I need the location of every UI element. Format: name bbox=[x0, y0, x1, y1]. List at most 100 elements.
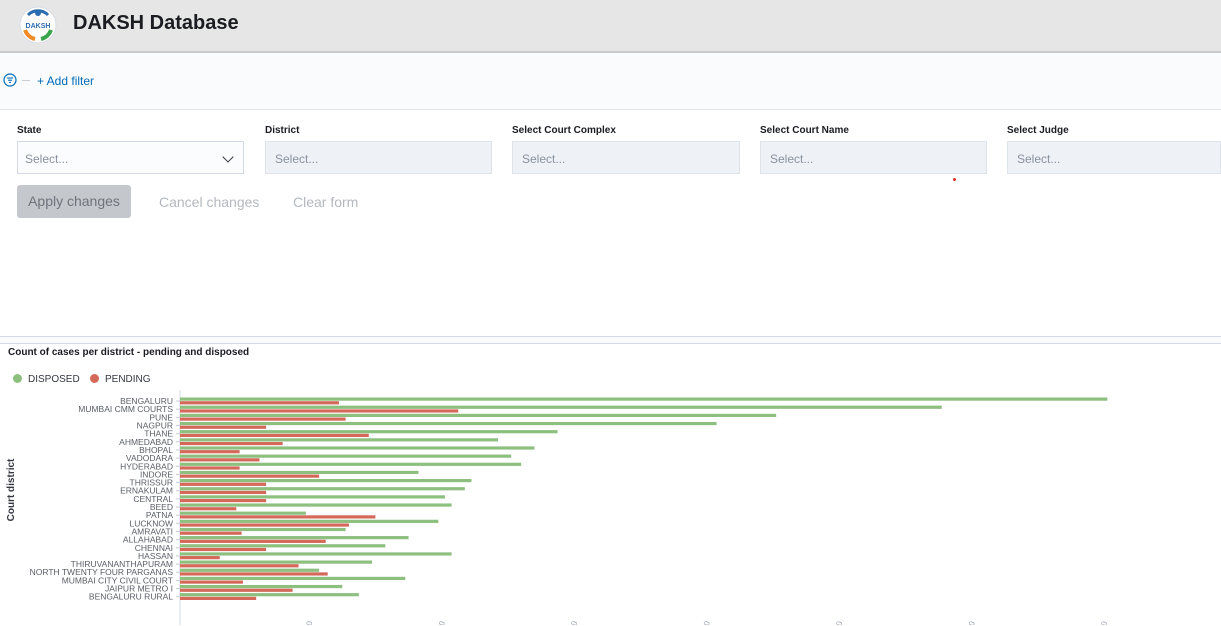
bar-disposed bbox=[180, 479, 472, 483]
bar-pending bbox=[180, 556, 220, 560]
bar-disposed bbox=[180, 495, 445, 499]
state-placeholder: Select... bbox=[25, 152, 69, 166]
bar-disposed bbox=[180, 527, 346, 532]
bar-disposed bbox=[180, 544, 386, 548]
y-tick-label: LUCKNOW bbox=[130, 518, 173, 528]
y-tick-label: BENGALURU bbox=[120, 396, 173, 406]
district-placeholder: Select... bbox=[275, 152, 319, 166]
bar-disposed bbox=[180, 560, 373, 564]
clear-form-button[interactable]: Clear form bbox=[293, 194, 359, 210]
y-tick-label: AHMEDABAD bbox=[119, 437, 173, 447]
bar-disposed bbox=[180, 397, 1108, 401]
bar-disposed bbox=[180, 568, 320, 572]
bar-disposed bbox=[180, 413, 777, 417]
x-tick-label: 120,000 bbox=[961, 620, 977, 625]
apply-changes-button[interactable]: Apply changes bbox=[17, 185, 131, 218]
filter-icon[interactable] bbox=[3, 73, 17, 87]
bar-disposed bbox=[180, 462, 522, 466]
bar-pending bbox=[180, 466, 240, 470]
y-tick-label: INDORE bbox=[140, 469, 173, 479]
y-tick-label: THANE bbox=[144, 429, 173, 439]
court-complex-select[interactable]: Select... bbox=[512, 141, 740, 174]
y-tick-label: MUMBAI CMM COURTS bbox=[78, 404, 173, 414]
bar-disposed bbox=[180, 421, 717, 426]
legend-dot-icon bbox=[13, 374, 22, 383]
state-select[interactable]: Select... bbox=[17, 141, 244, 174]
y-axis-title: Court district bbox=[6, 458, 17, 521]
bar-disposed bbox=[180, 470, 419, 475]
legend-dot-icon bbox=[90, 374, 99, 383]
y-tick-label: HYDERABAD bbox=[120, 461, 173, 471]
chart-title: Count of cases per district - pending an… bbox=[8, 347, 250, 358]
bar-pending bbox=[180, 499, 267, 503]
court-name-placeholder: Select... bbox=[770, 152, 814, 166]
x-tick-label: 40,000 bbox=[432, 620, 447, 625]
y-tick-label: ERNAKULAM bbox=[120, 486, 173, 496]
y-tick-label: CHENNAI bbox=[135, 543, 173, 553]
x-tick-label: 100,000 bbox=[828, 620, 844, 625]
bar-pending bbox=[180, 564, 299, 568]
bar-disposed bbox=[180, 438, 498, 442]
district-select[interactable]: Select... bbox=[265, 141, 492, 174]
bar-pending bbox=[180, 572, 328, 576]
y-tick-label: JAIPUR METRO I bbox=[105, 584, 173, 594]
bar-disposed bbox=[180, 552, 452, 556]
daksh-logo: DAKSH bbox=[19, 6, 57, 44]
judge-select[interactable]: Select... bbox=[1007, 141, 1221, 174]
bar-pending bbox=[180, 401, 339, 405]
chevron-down-icon bbox=[222, 151, 234, 163]
bar-disposed bbox=[180, 405, 942, 409]
cancel-changes-button[interactable]: Cancel changes bbox=[159, 194, 260, 210]
y-tick-label: PATNA bbox=[146, 510, 173, 520]
y-tick-label: THIRUVANANTHAPURAM bbox=[71, 559, 173, 569]
y-tick-label: MUMBAI CITY CIVIL COURT bbox=[62, 575, 173, 585]
x-tick-label: 60,000 bbox=[564, 620, 579, 625]
app-header: DAKSH DAKSH Database bbox=[0, 0, 1221, 53]
legend-label-pending: PENDING bbox=[105, 374, 151, 385]
filter-separator bbox=[22, 80, 30, 81]
y-tick-label: ALLAHABAD bbox=[123, 535, 173, 545]
y-tick-label: NORTH TWENTY FOUR PARGANAS bbox=[30, 567, 174, 577]
bar-disposed bbox=[180, 454, 512, 458]
x-tick-label: 20,000 bbox=[299, 620, 314, 625]
district-label: District bbox=[265, 125, 300, 136]
y-tick-label: NAGPUR bbox=[137, 421, 173, 431]
bar-pending bbox=[180, 580, 243, 584]
bar-disposed bbox=[180, 593, 359, 597]
bar-pending bbox=[180, 547, 267, 552]
indicator-dot bbox=[953, 178, 956, 181]
court-name-select[interactable]: Select... bbox=[760, 141, 987, 174]
bar-disposed bbox=[180, 511, 306, 515]
bar-pending bbox=[180, 531, 242, 535]
bar-pending bbox=[180, 515, 376, 519]
x-tick-label: 140,000 bbox=[1093, 620, 1109, 625]
y-tick-label: BEED bbox=[150, 502, 173, 512]
bar-pending bbox=[180, 482, 267, 486]
x-tick-label: 80,000 bbox=[697, 620, 712, 625]
bar-disposed bbox=[180, 487, 465, 491]
bar-pending bbox=[180, 474, 320, 478]
legend-item-disposed[interactable]: DISPOSED bbox=[13, 374, 80, 385]
legend-label-disposed: DISPOSED bbox=[28, 374, 80, 385]
state-label: State bbox=[17, 125, 42, 136]
court-complex-placeholder: Select... bbox=[522, 152, 566, 166]
bar-disposed bbox=[180, 584, 343, 589]
y-tick-label: BHOPAL bbox=[139, 445, 173, 455]
bar-pending bbox=[180, 433, 369, 437]
bar-disposed bbox=[180, 519, 439, 523]
bar-pending bbox=[180, 596, 257, 600]
court-complex-label: Select Court Complex bbox=[512, 125, 616, 136]
y-tick-label: CENTRAL bbox=[133, 494, 173, 504]
legend-item-pending[interactable]: PENDING bbox=[90, 374, 151, 385]
bar-pending bbox=[180, 539, 326, 543]
y-tick-label: HASSAN bbox=[138, 551, 173, 561]
bar-disposed bbox=[180, 430, 558, 434]
court-name-label: Select Court Name bbox=[760, 125, 849, 136]
add-filter-button[interactable]: + Add filter bbox=[37, 74, 95, 88]
judge-placeholder: Select... bbox=[1017, 152, 1061, 166]
bar-pending bbox=[180, 490, 267, 495]
y-tick-label: THRISSUR bbox=[130, 478, 173, 488]
bar-pending bbox=[180, 458, 260, 462]
y-tick-label: VADODARA bbox=[126, 453, 173, 463]
